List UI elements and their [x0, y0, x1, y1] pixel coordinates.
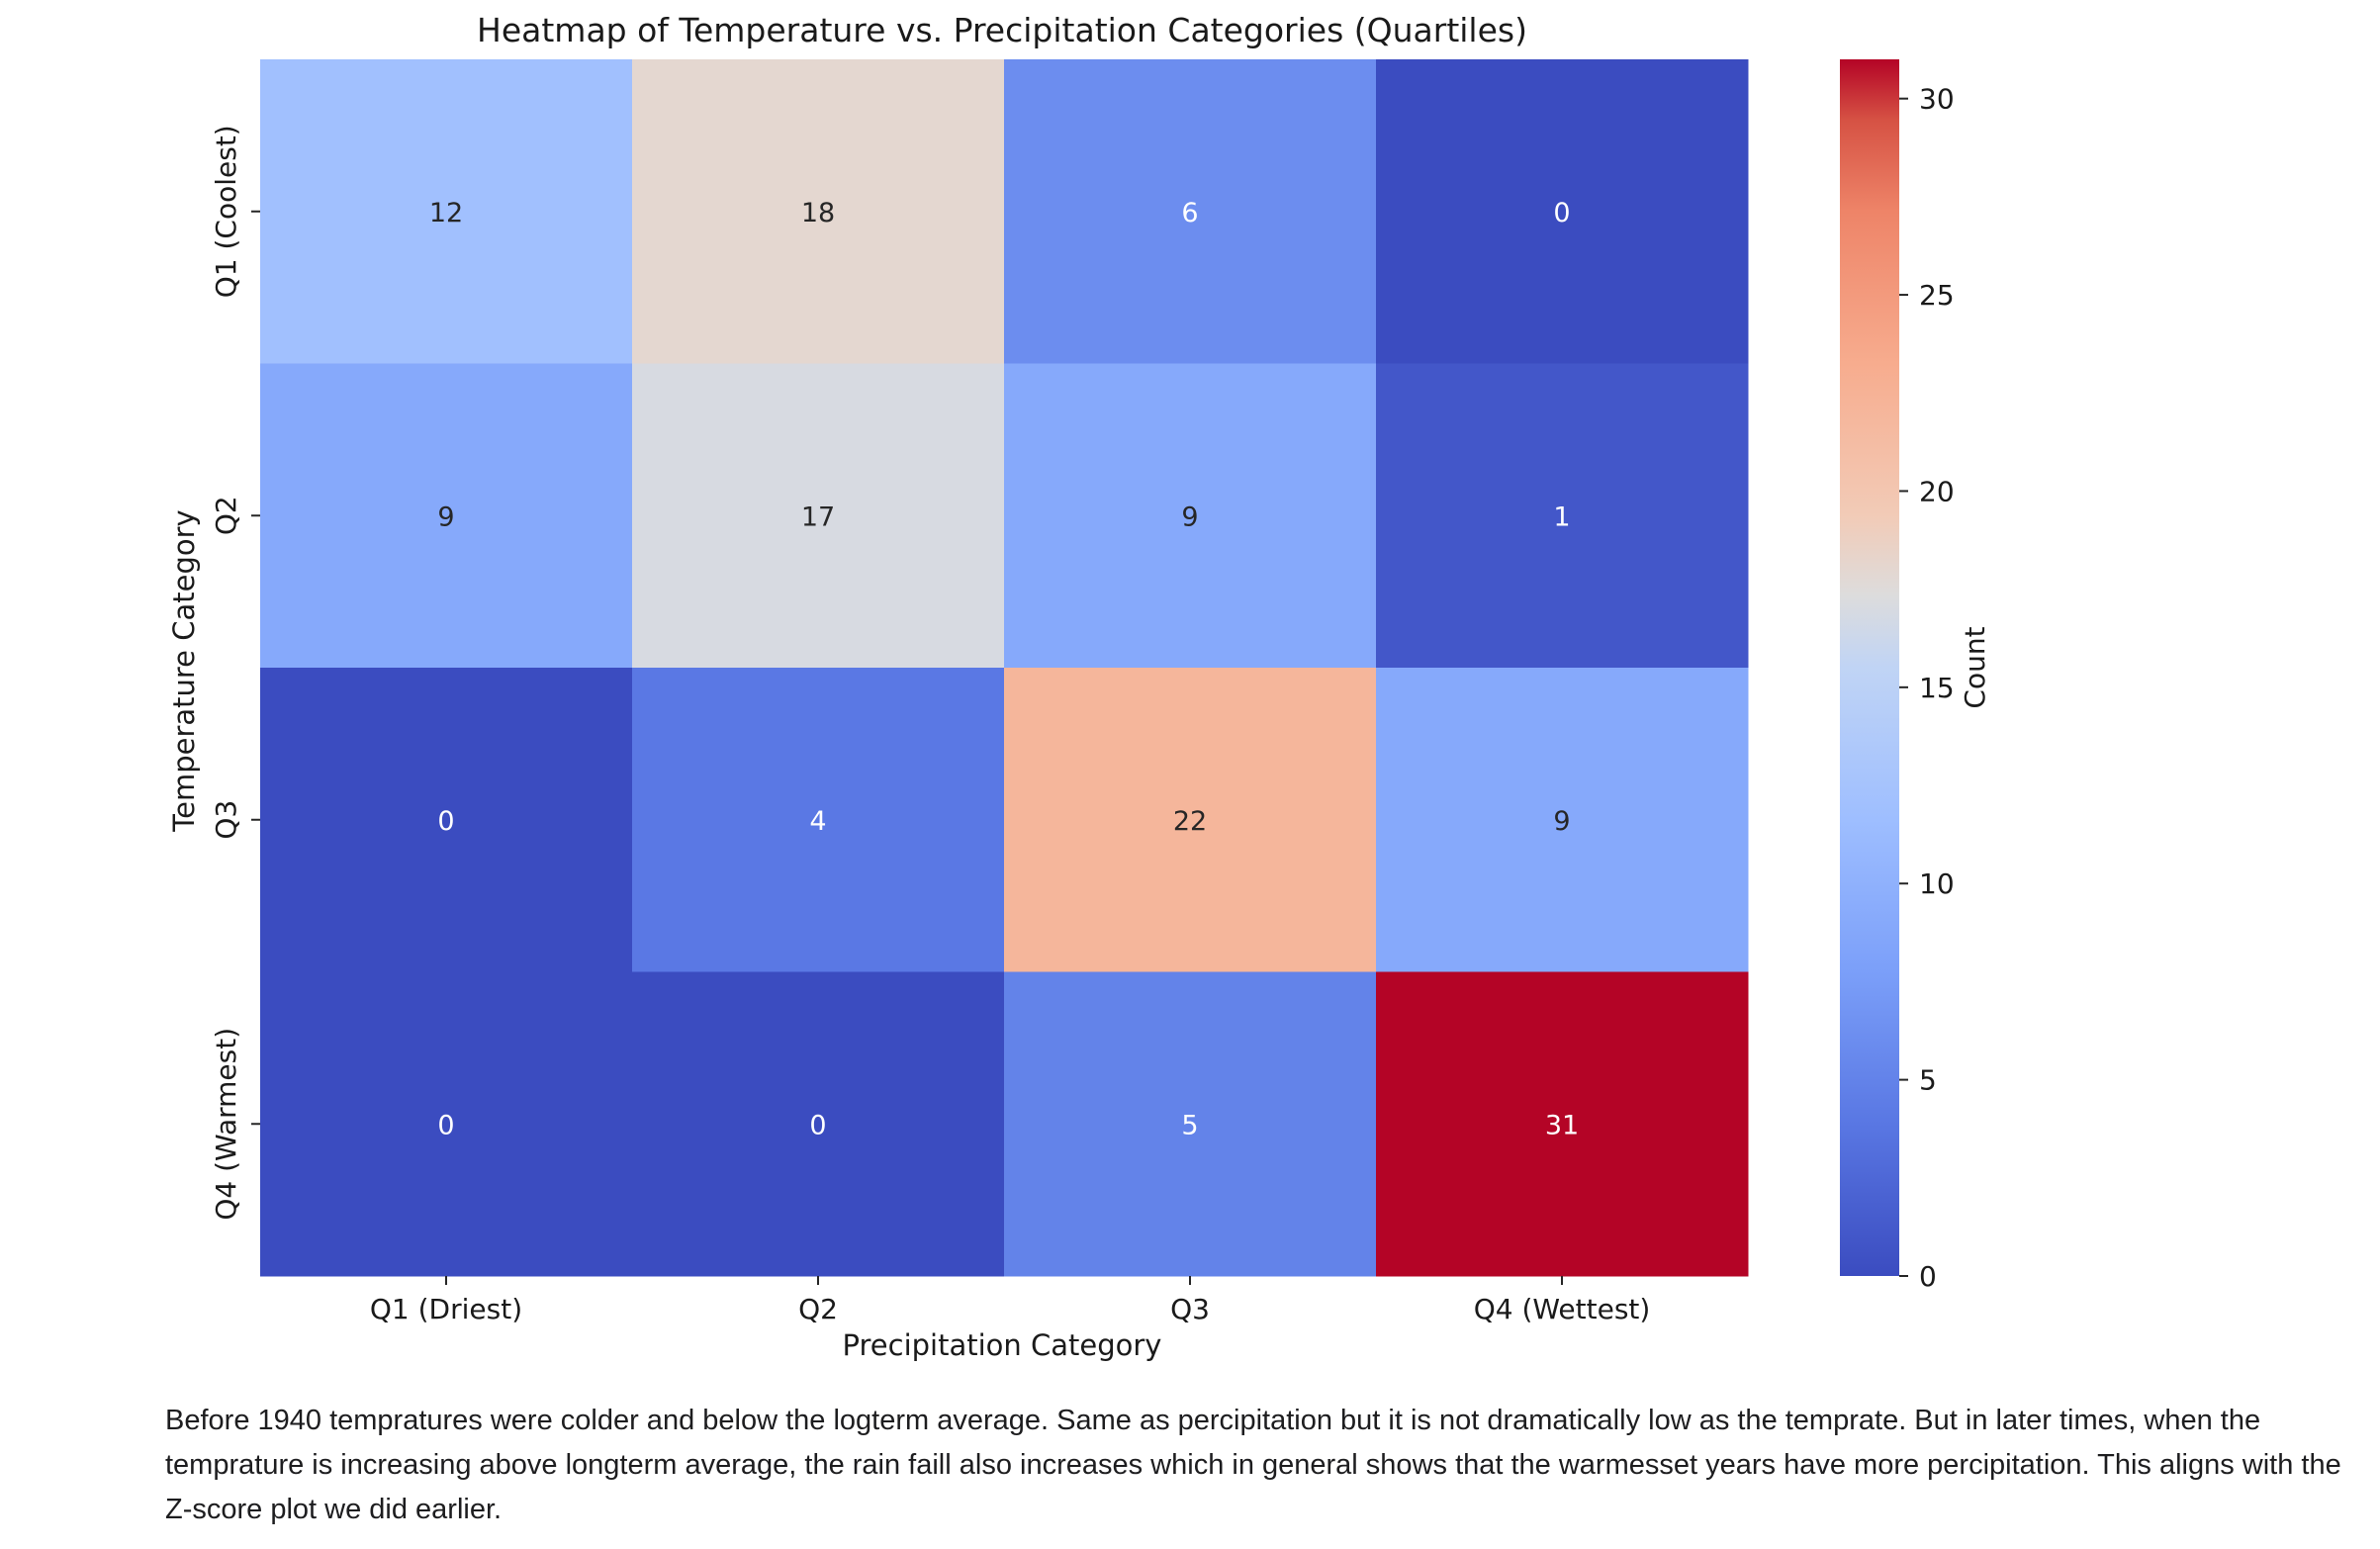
- colorbar-tick-label: 20: [1919, 475, 1955, 507]
- cell-value-label: 5: [1181, 1110, 1198, 1140]
- chart-title: Heatmap of Temperature vs. Precipitation…: [477, 11, 1527, 49]
- y-tick-label: Q2: [210, 496, 242, 535]
- y-tick-label: Q3: [210, 800, 242, 840]
- heatmap-cell: [632, 363, 1005, 669]
- colorbar-tick-label: 25: [1919, 279, 1955, 312]
- heatmap-cell: [1004, 971, 1377, 1277]
- heatmap-cell: [1004, 363, 1377, 669]
- x-tick-label: Q2: [798, 1293, 838, 1325]
- y-tick-label: Q4 (Warmest): [210, 1028, 242, 1221]
- cell-value-label: 17: [801, 501, 835, 532]
- x-tick-labels: Q1 (Driest) Q2 Q3 Q4 (Wettest): [370, 1276, 1650, 1325]
- heatmap-cell: [1376, 668, 1749, 972]
- heatmap-cell: [260, 363, 633, 669]
- cell-value-label: 31: [1545, 1110, 1579, 1140]
- heatmap-cell: [260, 59, 633, 364]
- heatmap-cell: [1376, 971, 1749, 1277]
- cell-value-label: 22: [1173, 806, 1207, 837]
- heatmap-cell: [632, 59, 1005, 364]
- colorbar-tick-label: 15: [1919, 672, 1955, 704]
- cell-value-label: 9: [1181, 501, 1198, 532]
- y-tick-label: Q1 (Coolest): [210, 125, 242, 298]
- cell-value-label: 4: [809, 806, 826, 837]
- cell-value-label: 0: [437, 806, 454, 837]
- colorbar-tick-label: 5: [1919, 1064, 1937, 1097]
- colorbar-tick-label: 10: [1919, 867, 1955, 900]
- heatmap-cell: [1004, 668, 1377, 972]
- cell-value-label: 0: [1553, 198, 1570, 228]
- analysis-caption: Before 1940 tempratures were colder and …: [165, 1405, 2341, 1525]
- cell-value-label: 0: [437, 1110, 454, 1140]
- cell-value-label: 0: [809, 1110, 826, 1140]
- cell-value-label: 1: [1553, 501, 1570, 532]
- y-tick-labels: Q1 (Coolest) Q2 Q3 Q4 (Warmest): [210, 125, 260, 1221]
- heatmap-cell: [632, 668, 1005, 972]
- y-axis-label: Temperature Category: [167, 509, 201, 832]
- cell-value-label: 6: [1181, 198, 1198, 228]
- heatmap-cells: 12 18 6 0 9 17 9 1 0 4 22 9 0 0 5 31: [260, 59, 1749, 1277]
- heatmap-cell: [632, 971, 1005, 1277]
- heatmap-svg: Heatmap of Temperature vs. Precipitation…: [167, 11, 1991, 1362]
- colorbar: [1840, 59, 1899, 1276]
- x-axis-label: Precipitation Category: [843, 1328, 1162, 1362]
- heatmap-chart: Heatmap of Temperature vs. Precipitation…: [167, 11, 1991, 1362]
- cell-value-label: 18: [801, 198, 835, 228]
- colorbar-tick-label: 30: [1919, 83, 1955, 116]
- x-tick-label: Q1 (Driest): [370, 1293, 522, 1325]
- cell-value-label: 12: [429, 198, 463, 228]
- heatmap-cell: [1376, 59, 1749, 364]
- heatmap-cell: [1376, 363, 1749, 669]
- colorbar-label: Count: [1959, 626, 1991, 708]
- x-tick-label: Q3: [1170, 1293, 1210, 1325]
- cell-value-label: 9: [437, 501, 454, 532]
- heatmap-cell: [1004, 59, 1377, 364]
- colorbar-tick-label: 0: [1919, 1260, 1937, 1293]
- heatmap-cell: [260, 971, 633, 1277]
- colorbar-ticks: 0 5 10 15 20 25 30: [1899, 83, 1955, 1293]
- x-tick-label: Q4 (Wettest): [1474, 1293, 1651, 1325]
- heatmap-cell: [260, 668, 633, 972]
- cell-value-label: 9: [1553, 806, 1570, 837]
